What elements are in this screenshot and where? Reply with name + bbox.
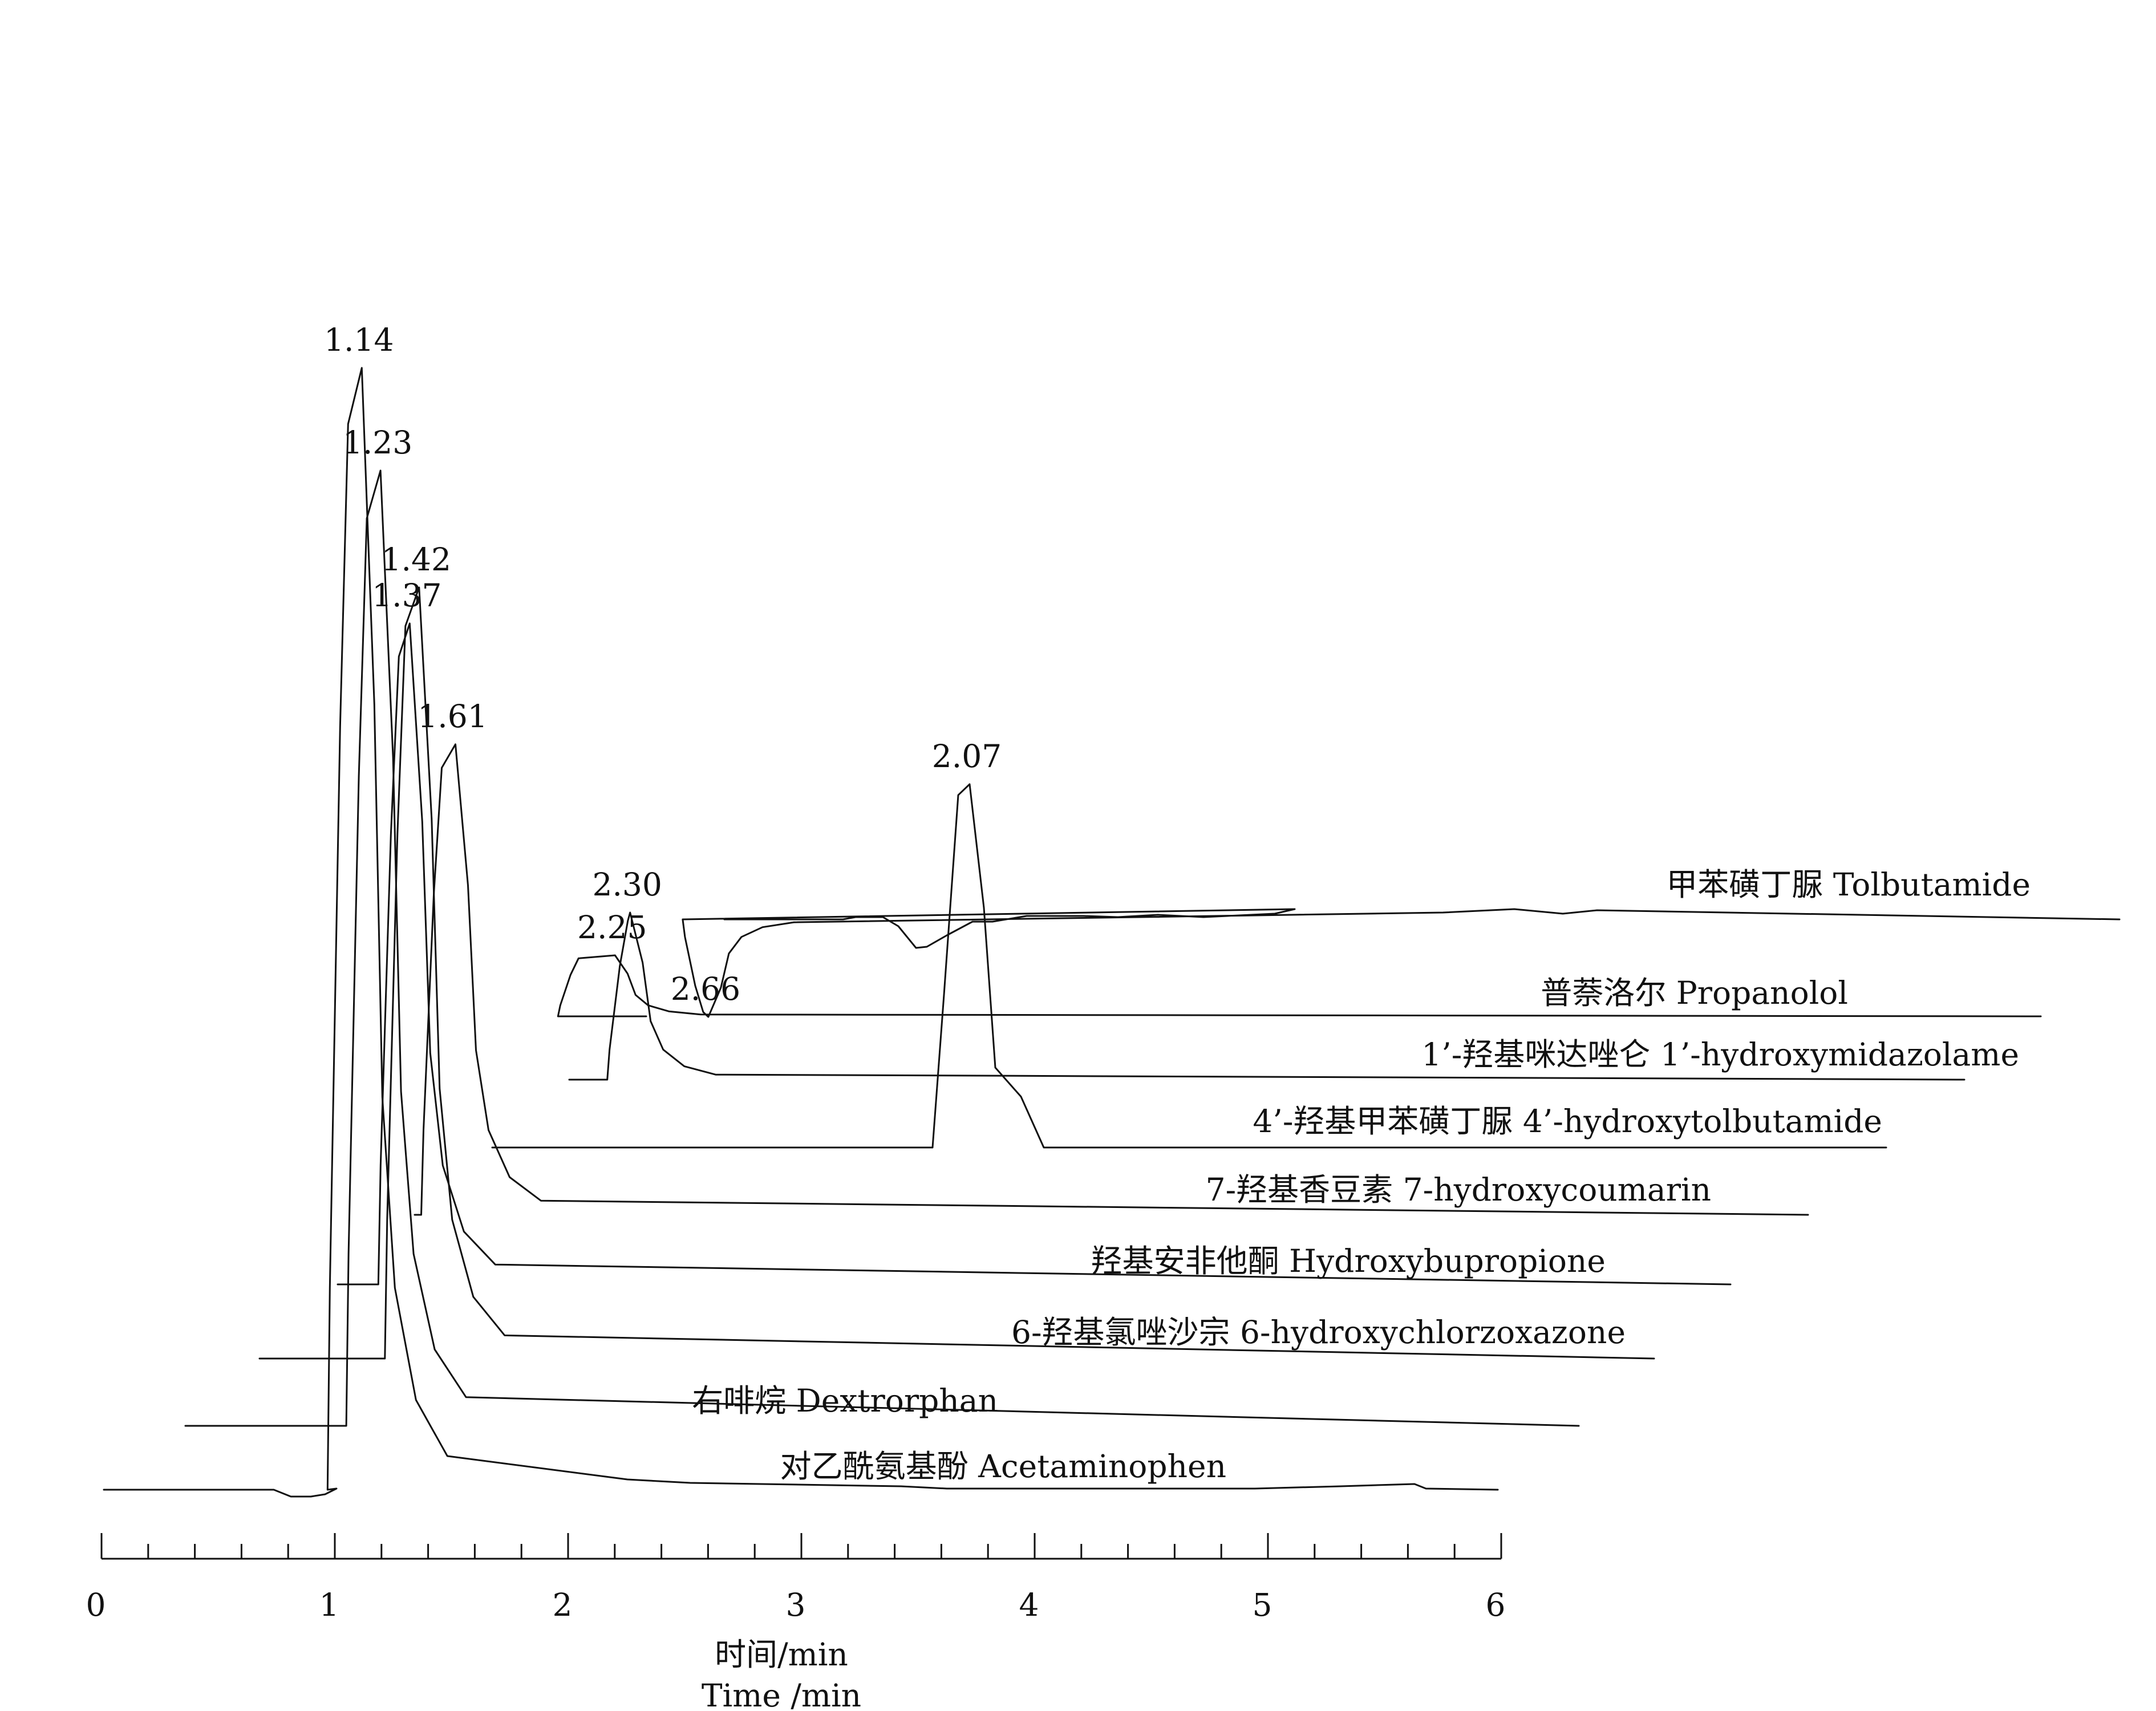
traces-layer bbox=[103, 367, 2121, 1498]
trace-series-6 bbox=[491, 783, 1887, 1149]
x-tick-label: 2 bbox=[553, 1587, 573, 1623]
peak-label: 1.14 bbox=[324, 322, 394, 358]
trace-series-4 bbox=[337, 622, 1732, 1286]
series-name-label: 1’-羟基咪达唑仑 1’-hydroxymidazolame bbox=[1421, 1036, 2019, 1073]
trace-series-3 bbox=[258, 586, 1655, 1360]
x-tick-label: 4 bbox=[1019, 1587, 1039, 1623]
series-name-label: 4’-羟基甲苯磺丁脲 4’-hydroxytolbutamide bbox=[1253, 1103, 1882, 1140]
peak-label: 1.42 bbox=[382, 541, 451, 578]
x-tick-label: 6 bbox=[1486, 1587, 1506, 1623]
labels-layer: 1.14 对乙酰氨基酚 Acetaminophen 1.23 右啡烷 Dextrorp… bbox=[324, 322, 2031, 1485]
series-name-label: 普萘洛尔 Propanolol bbox=[1541, 975, 1848, 1011]
trace-series-2 bbox=[184, 469, 1580, 1427]
trace-series-9 bbox=[682, 908, 2121, 1018]
series-name-label: 7-羟基香豆素 7-hydroxycoumarin bbox=[1206, 1171, 1711, 1208]
x-tick-label: 5 bbox=[1253, 1587, 1272, 1623]
series-name-label: 6-羟基氯唑沙宗 6-hydroxychlorzoxazone bbox=[1011, 1314, 1626, 1351]
trace-series-5 bbox=[414, 743, 1809, 1216]
x-axis-label-english: Time /min bbox=[702, 1677, 861, 1711]
series-name-label: 甲苯磺丁脲 Tolbutamide bbox=[1666, 866, 2031, 903]
peak-label: 2.30 bbox=[592, 866, 662, 903]
peak-label: 1.23 bbox=[343, 424, 412, 461]
trace-series-8 bbox=[557, 954, 2042, 1017]
peak-label: 2.25 bbox=[577, 909, 647, 946]
peak-label: 1.61 bbox=[418, 698, 487, 735]
series-name-label: 对乙酰氨基酚 Acetaminophen bbox=[780, 1448, 1226, 1485]
peak-label: 2.66 bbox=[671, 971, 740, 1007]
series-name-label: 羟基安非他酮 Hydroxybupropione bbox=[1091, 1243, 1606, 1279]
x-tick-label: 0 bbox=[86, 1587, 106, 1623]
x-axis-label-chinese: 时间/min bbox=[715, 1636, 848, 1673]
x-tick-label: 1 bbox=[319, 1587, 339, 1623]
x-tick-label: 3 bbox=[786, 1587, 806, 1623]
x-axis: 0 1 2 3 4 5 6 bbox=[86, 1533, 1506, 1623]
peak-label: 1.37 bbox=[372, 577, 441, 614]
series-name-label: 右啡烷 Dextrorphan bbox=[692, 1382, 998, 1419]
peak-label: 2.07 bbox=[932, 738, 1002, 775]
trace-series-7 bbox=[568, 911, 1965, 1081]
